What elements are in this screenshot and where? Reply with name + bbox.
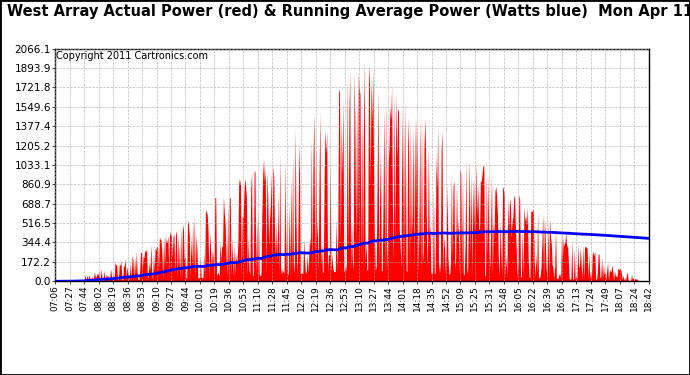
Text: West Array Actual Power (red) & Running Average Power (Watts blue)  Mon Apr 11 1: West Array Actual Power (red) & Running …	[7, 4, 690, 19]
Text: Copyright 2011 Cartronics.com: Copyright 2011 Cartronics.com	[57, 51, 208, 61]
